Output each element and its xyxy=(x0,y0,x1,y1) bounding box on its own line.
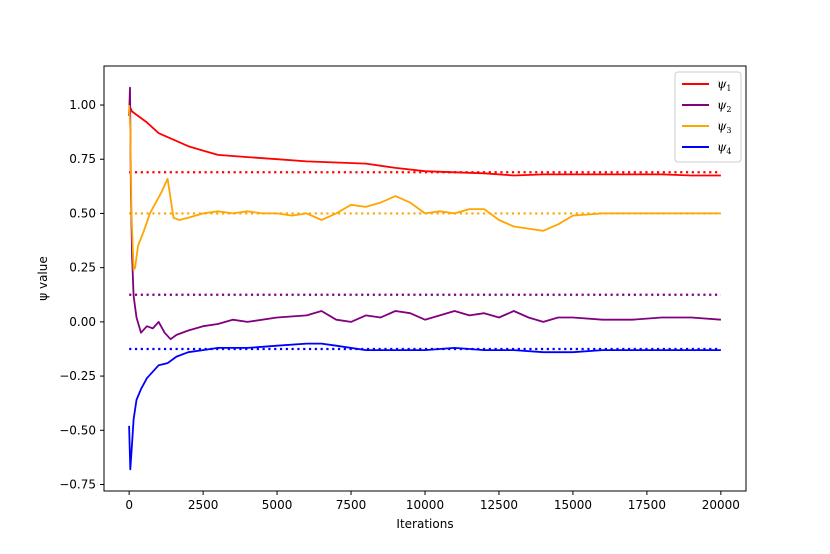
legend-box xyxy=(674,71,742,163)
y-tick-label: 1.00 xyxy=(69,98,96,112)
plot-area: 0 2500 5000 7500 10000 12500 15000 17500 20000 −0… xyxy=(59,65,747,512)
x-tick-label: 12500 xyxy=(480,498,518,512)
legend: ψ1 ψ2 ψ3 ψ4 xyxy=(674,71,742,163)
y-tick-label: 0.00 xyxy=(69,315,96,329)
y-tick-label: −0.75 xyxy=(59,477,96,491)
legend-label-4: ψ4 xyxy=(717,140,732,156)
x-tick-label: 5000 xyxy=(262,498,293,512)
x-tick-label: 20000 xyxy=(702,498,740,512)
x-tick-label: 2500 xyxy=(188,498,219,512)
x-axis-label: Iterations xyxy=(396,517,453,531)
x-tick-label: 15000 xyxy=(554,498,592,512)
y-tick-label: −0.25 xyxy=(59,369,96,383)
series-group xyxy=(128,86,721,471)
y-tick-label: −0.50 xyxy=(59,423,96,437)
legend-label-1: ψ1 xyxy=(717,77,732,93)
series-line-4 xyxy=(128,342,721,471)
y-tick-label: 0.75 xyxy=(69,152,96,166)
y-tick-label: 0.25 xyxy=(69,261,96,275)
x-tick-label: 0 xyxy=(125,498,133,512)
x-tick-label: 17500 xyxy=(628,498,666,512)
series-line-3 xyxy=(128,104,721,271)
legend-label-2: ψ2 xyxy=(717,98,732,114)
x-tick-label: 10000 xyxy=(406,498,444,512)
legend-label-3: ψ3 xyxy=(717,119,732,135)
y-tick-label: 0.50 xyxy=(69,206,96,220)
series-line-1 xyxy=(128,104,721,177)
x-tick-label: 7500 xyxy=(336,498,367,512)
series-line-2 xyxy=(128,86,721,341)
axes-frame xyxy=(103,65,747,492)
y-axis-label: ψ value xyxy=(36,256,50,301)
